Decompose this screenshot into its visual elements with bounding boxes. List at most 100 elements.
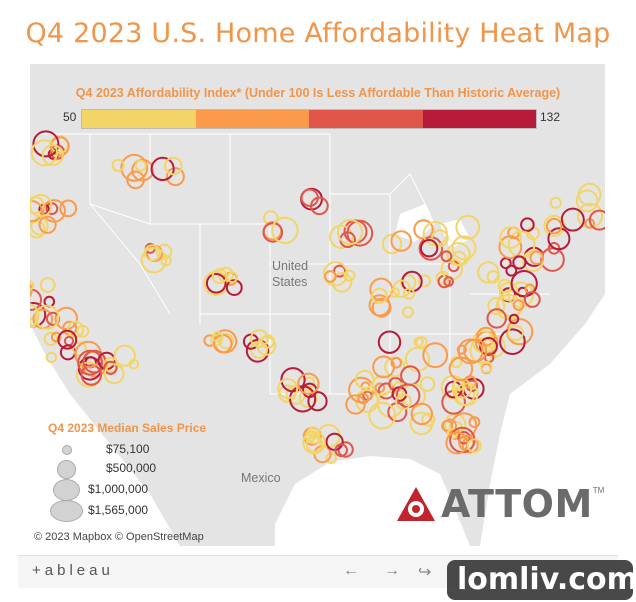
metro-bubble[interactable]	[156, 243, 173, 260]
metro-bubble[interactable]	[523, 291, 541, 308]
metro-bubble[interactable]	[440, 250, 453, 263]
metro-bubble[interactable]	[486, 270, 501, 284]
metro-bubble[interactable]	[298, 389, 318, 409]
metro-bubble[interactable]	[329, 224, 354, 249]
metro-bubble[interactable]	[505, 264, 518, 277]
metro-bubble[interactable]	[372, 355, 396, 379]
metro-bubble[interactable]	[337, 219, 363, 245]
metro-bubble[interactable]	[413, 219, 434, 240]
metro-bubble[interactable]	[310, 196, 329, 216]
metro-bubble[interactable]	[322, 261, 349, 287]
metro-bubble[interactable]	[277, 378, 299, 399]
metro-bubble[interactable]	[374, 382, 386, 394]
metro-bubble[interactable]	[80, 364, 102, 386]
metro-bubble[interactable]	[446, 242, 471, 267]
metro-bubble[interactable]	[507, 324, 524, 342]
metro-bubble[interactable]	[419, 239, 439, 258]
metro-bubble[interactable]	[43, 331, 58, 346]
metro-bubble[interactable]	[560, 207, 585, 232]
metro-bubble[interactable]	[410, 402, 433, 426]
metro-bubble[interactable]	[430, 229, 449, 248]
metro-bubble[interactable]	[103, 363, 125, 385]
metro-bubble[interactable]	[463, 338, 488, 363]
metro-bubble[interactable]	[34, 304, 60, 330]
metro-bubble[interactable]	[111, 158, 125, 172]
metro-bubble[interactable]	[307, 391, 328, 412]
metro-bubble[interactable]	[546, 217, 563, 235]
metro-bubble[interactable]	[280, 367, 306, 393]
metro-bubble[interactable]	[120, 153, 149, 182]
metro-bubble[interactable]	[211, 331, 224, 343]
metro-bubble[interactable]	[297, 372, 320, 395]
metro-bubble[interactable]	[205, 273, 227, 294]
metro-bubble[interactable]	[41, 144, 64, 167]
metro-bubble[interactable]	[57, 329, 78, 350]
metro-bubble[interactable]	[456, 344, 467, 355]
metro-bubble[interactable]	[38, 215, 57, 234]
metro-bubble[interactable]	[30, 303, 40, 329]
metro-bubble[interactable]	[50, 331, 62, 343]
metro-bubble[interactable]	[131, 158, 154, 182]
metro-bubble[interactable]	[479, 337, 498, 356]
metro-bubble[interactable]	[402, 306, 414, 319]
metro-bubble[interactable]	[520, 217, 535, 232]
metro-bubble[interactable]	[480, 360, 493, 374]
metro-bubble[interactable]	[357, 392, 370, 405]
metro-bubble[interactable]	[417, 274, 431, 288]
metro-bubble[interactable]	[529, 250, 545, 265]
metro-bubble[interactable]	[507, 281, 534, 308]
metro-bubble[interactable]	[575, 189, 599, 213]
metro-bubble[interactable]	[134, 159, 147, 172]
metro-bubble[interactable]	[368, 401, 397, 430]
metro-bubble[interactable]	[49, 136, 70, 157]
metro-bubble[interactable]	[466, 438, 482, 454]
metro-bubble[interactable]	[371, 374, 393, 396]
metro-bubble[interactable]	[395, 393, 412, 411]
metro-bubble[interactable]	[165, 167, 185, 187]
metro-bubble[interactable]	[506, 318, 534, 346]
metro-bubble[interactable]	[510, 270, 538, 298]
metro-bubble[interactable]	[371, 297, 392, 318]
metro-bubble[interactable]	[140, 247, 167, 274]
metro-bubble[interactable]	[32, 130, 60, 158]
metro-bubble[interactable]	[143, 244, 161, 262]
metro-bubble[interactable]	[263, 210, 279, 226]
metro-bubble[interactable]	[368, 294, 391, 317]
metro-bubble[interactable]	[225, 279, 243, 297]
metro-bubble[interactable]	[451, 235, 477, 261]
metro-bubble[interactable]	[377, 330, 402, 354]
metro-bubble[interactable]	[499, 257, 512, 270]
undo-icon[interactable]: ←	[343, 562, 359, 579]
metro-bubble[interactable]	[512, 255, 527, 270]
metro-bubble[interactable]	[113, 344, 136, 367]
tableau-logo[interactable]: +ableau	[32, 562, 114, 579]
metro-bubble[interactable]	[262, 222, 284, 243]
metro-bubble[interactable]	[443, 276, 455, 287]
metro-bubble[interactable]	[409, 411, 434, 436]
metro-bubble[interactable]	[499, 328, 526, 356]
metro-bubble[interactable]	[547, 227, 571, 251]
metro-bubble[interactable]	[30, 193, 53, 218]
metro-bubble[interactable]	[418, 236, 443, 261]
metro-bubble[interactable]	[126, 170, 145, 190]
metro-bubble[interactable]	[103, 360, 118, 375]
metro-bubble[interactable]	[305, 435, 324, 453]
metro-bubble[interactable]	[540, 247, 565, 272]
metro-bubble[interactable]	[421, 412, 436, 427]
metro-bubble[interactable]	[389, 287, 400, 298]
metro-bubble[interactable]	[588, 209, 605, 231]
metro-bubble[interactable]	[415, 336, 428, 349]
metro-bubble[interactable]	[486, 308, 507, 329]
metro-bubble[interactable]	[455, 214, 481, 240]
metro-bubble[interactable]	[30, 280, 35, 291]
metro-bubble[interactable]	[499, 226, 522, 249]
metro-bubble[interactable]	[457, 338, 484, 365]
metro-bubble[interactable]	[450, 412, 478, 439]
metro-bubble[interactable]	[446, 428, 458, 440]
metro-bubble[interactable]	[77, 349, 103, 376]
metro-bubble[interactable]	[508, 313, 520, 325]
metro-bubble[interactable]	[419, 376, 436, 392]
metro-bubble[interactable]	[128, 359, 140, 370]
metro-bubble[interactable]	[387, 402, 408, 423]
metro-bubble[interactable]	[487, 297, 506, 316]
